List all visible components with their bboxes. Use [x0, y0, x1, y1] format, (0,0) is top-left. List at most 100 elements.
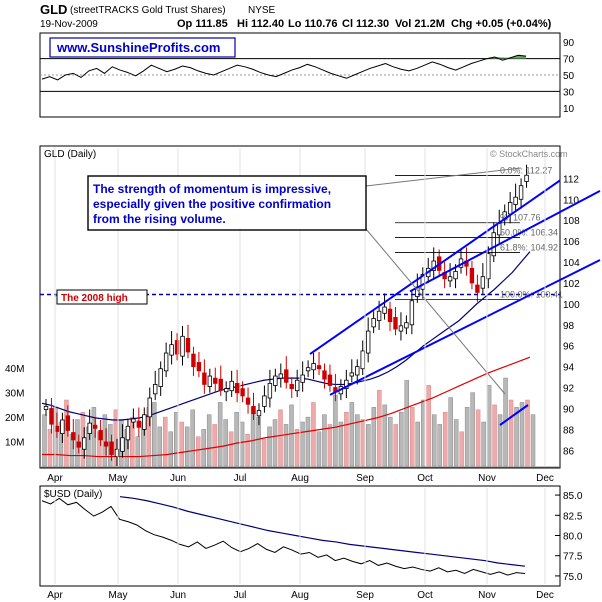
- price-panel-title: GLD (Daily): [44, 149, 96, 160]
- candle-body: [218, 378, 223, 391]
- fib-level-label: %: 107.76: [500, 213, 541, 223]
- candle-body: [305, 367, 311, 372]
- volume-bar: [130, 416, 135, 467]
- candle-body: [169, 344, 174, 356]
- candle-body: [153, 384, 158, 395]
- candle-body: [131, 418, 136, 423]
- candle-body: [120, 437, 125, 452]
- volume-bar: [333, 394, 338, 467]
- candle-body: [316, 365, 322, 370]
- channel-outer-line: [409, 190, 601, 293]
- price-tick-label: 112: [563, 174, 579, 185]
- candle-body: [71, 432, 76, 441]
- note-line-1: The strength of momentum is impressive,: [93, 182, 331, 196]
- high-2008-label: The 2008 high: [61, 293, 128, 304]
- volume-bar: [234, 411, 239, 467]
- candle-body: [491, 232, 496, 257]
- price-tick-label: 108: [563, 216, 580, 227]
- month-label: May: [109, 473, 128, 484]
- volume-bar: [519, 402, 525, 467]
- candle-body: [344, 379, 349, 390]
- candle-body: [163, 352, 169, 372]
- candle-body: [382, 306, 387, 314]
- ma-long-line: [42, 356, 531, 458]
- price-tick-label: 98: [563, 321, 575, 332]
- month-label: Apr: [47, 590, 63, 601]
- candle-body: [82, 437, 87, 450]
- symbol: GLD: [40, 2, 67, 17]
- candles-layer: [43, 164, 529, 466]
- volume-tick-label: 10M: [5, 438, 24, 449]
- volume-bar: [371, 407, 377, 467]
- usd-layer: 75.0 77.5 80.0 82.5 85.0: [41, 491, 583, 583]
- month-label: Jul: [234, 473, 247, 484]
- volume-bar: [492, 404, 497, 467]
- candle-body: [213, 377, 218, 384]
- candle-body: [174, 340, 180, 355]
- copyright: © StockCharts.com: [490, 149, 568, 159]
- candle-body: [387, 308, 393, 323]
- volume-bar: [459, 431, 464, 467]
- candle-body: [234, 382, 240, 394]
- volume-bar: [195, 436, 201, 467]
- volume-bar: [464, 407, 470, 467]
- candle-body: [251, 405, 256, 415]
- volume-bar: [201, 429, 206, 467]
- volume-bar: [272, 419, 278, 467]
- volume-bar: [470, 392, 475, 467]
- month-label: Jun: [170, 473, 186, 484]
- candle-body: [229, 380, 234, 392]
- usd-tick-label: 82.5: [563, 511, 583, 522]
- rsi-tick-label: 70: [563, 55, 575, 66]
- candle-body: [191, 353, 196, 368]
- volume-bar: [360, 419, 366, 467]
- candle-body: [54, 425, 60, 432]
- volume-bar: [322, 414, 327, 467]
- volume-bar: [283, 424, 289, 467]
- month-label: Nov: [478, 473, 496, 484]
- candle-body: [294, 379, 300, 392]
- volume-bar: [530, 414, 536, 467]
- candle-body: [224, 388, 229, 393]
- candle-body: [524, 174, 529, 182]
- volume-bar: [410, 407, 415, 467]
- month-label: Aug: [291, 473, 309, 484]
- candle-body: [398, 325, 404, 332]
- exchange: NYSE: [248, 5, 276, 16]
- candle-body: [327, 374, 333, 386]
- note-pointer-price: [365, 167, 522, 187]
- volume-bar: [448, 397, 453, 467]
- usd-tick-label: 75.0: [563, 572, 583, 583]
- volume-bar: [223, 419, 228, 467]
- volume-tick-label: 40M: [5, 364, 24, 375]
- volume-bar: [399, 411, 404, 467]
- volume-bar: [217, 402, 223, 467]
- volume-bar: [338, 421, 344, 467]
- candle-body: [284, 369, 289, 383]
- fib-level-label: 50.0%: 106.34: [500, 228, 558, 238]
- volume-bar: [294, 429, 300, 467]
- month-label: Jul: [234, 590, 247, 601]
- candle-body: [136, 420, 142, 428]
- volume-bar: [415, 421, 420, 467]
- candle-body: [245, 397, 251, 405]
- url-link[interactable]: www.SunshineProfits.com: [56, 40, 220, 55]
- rsi-tick-label: 30: [563, 87, 575, 98]
- month-label: Nov: [478, 590, 496, 601]
- volume-bar: [300, 421, 305, 467]
- candle-body: [125, 425, 131, 441]
- volume-bar: [305, 416, 311, 467]
- volume-bar: [508, 399, 514, 467]
- volume-bar: [267, 426, 272, 467]
- fib-level-label: 0.0%: 112.27: [500, 166, 552, 176]
- volume-bar: [261, 438, 267, 467]
- rsi-layer: 10 30 50 70 90: [40, 38, 575, 115]
- volume-bar: [355, 414, 360, 467]
- volume-bar: [102, 414, 108, 467]
- price-tick-label: 96: [563, 342, 575, 353]
- volume-bar: [453, 419, 459, 467]
- candle-body: [371, 318, 376, 328]
- volume-trend-line: [499, 404, 529, 426]
- note-line-3: from the rising volume.: [93, 212, 226, 226]
- url-box[interactable]: [49, 37, 236, 58]
